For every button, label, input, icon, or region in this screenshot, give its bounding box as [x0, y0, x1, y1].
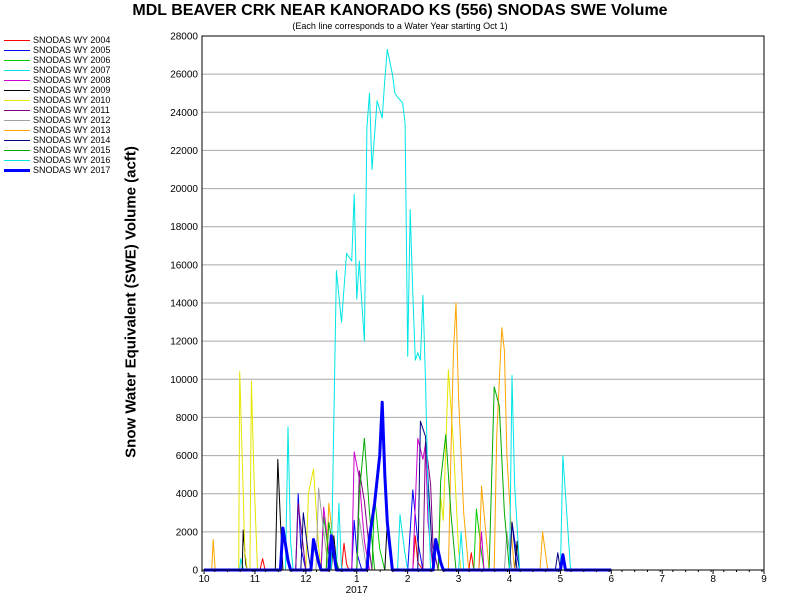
legend-label: SNODAS WY 2013	[33, 125, 111, 135]
legend-swatch	[4, 59, 30, 61]
legend-label: SNODAS WY 2008	[33, 75, 111, 85]
legend-swatch	[4, 119, 30, 121]
series-line-5	[204, 437, 764, 571]
legend-item: SNODAS WY 2011	[4, 105, 110, 115]
legend-label: SNODAS WY 2005	[33, 45, 111, 55]
legend-swatch	[4, 69, 30, 71]
x-tick-label: 3	[456, 574, 462, 585]
x-tick-label: 4	[507, 574, 513, 585]
legend-label: SNODAS WY 2014	[33, 135, 111, 145]
legend-item: SNODAS WY 2016	[4, 155, 110, 165]
legend-item: SNODAS WY 2014	[4, 135, 110, 145]
chart-subtitle: (Each line corresponds to a Water Year s…	[292, 21, 508, 31]
legend-item: SNODAS WY 2013	[4, 125, 110, 135]
legend-label: SNODAS WY 2010	[33, 95, 111, 105]
legend-label: SNODAS WY 2015	[33, 145, 111, 155]
legend-swatch	[4, 89, 30, 91]
legend-swatch	[4, 149, 30, 151]
legend-swatch	[4, 99, 30, 101]
legend-item: SNODAS WY 2017	[4, 165, 110, 175]
y-tick-label: 22000	[170, 146, 198, 157]
x-tick-label: 1	[354, 574, 360, 585]
legend-swatch	[4, 49, 30, 51]
legend-swatch	[4, 168, 30, 172]
x-year-label: 2017	[346, 585, 369, 596]
legend-item: SNODAS WY 2010	[4, 95, 110, 105]
legend-label: SNODAS WY 2016	[33, 155, 111, 165]
legend-label: SNODAS WY 2012	[33, 115, 111, 125]
x-tick-label: 5	[558, 574, 564, 585]
legend-swatch	[4, 39, 30, 41]
legend-label: SNODAS WY 2017	[33, 165, 111, 175]
series-line-4	[204, 426, 764, 571]
legend-item: SNODAS WY 2015	[4, 145, 110, 155]
legend-item: SNODAS WY 2004	[4, 35, 110, 45]
legend-swatch	[4, 129, 30, 131]
x-tick-label: 8	[710, 574, 716, 585]
series-line-12	[204, 386, 764, 571]
legend-swatch	[4, 139, 30, 141]
x-tick-label: 6	[609, 574, 615, 585]
chart-legend: SNODAS WY 2004 SNODAS WY 2005 SNODAS WY 20…	[4, 35, 110, 175]
legend-label: SNODAS WY 2004	[33, 35, 111, 45]
legend-item: SNODAS WY 2007	[4, 65, 110, 75]
y-tick-label: 8000	[176, 413, 199, 424]
y-axis-label: Snow Water Equivalent (SWE) Volume (acft…	[122, 146, 140, 458]
legend-label: SNODAS WY 2011	[33, 105, 110, 115]
y-tick-label: 14000	[170, 299, 198, 310]
x-tick-label: 7	[659, 574, 665, 585]
series-line-9	[204, 487, 764, 571]
legend-item: SNODAS WY 2005	[4, 45, 110, 55]
y-tick-label: 10000	[170, 375, 198, 386]
y-tick-label: 6000	[176, 451, 199, 462]
chart-title: MDL BEAVER CRK NEAR KANORADO KS (556) SN…	[132, 2, 668, 19]
legend-item: SNODAS WY 2008	[4, 75, 110, 85]
series-line-11	[204, 420, 764, 571]
plot-border	[201, 35, 765, 571]
y-tick-label: 20000	[170, 184, 198, 195]
x-tick-label: 9	[761, 574, 767, 585]
legend-swatch	[4, 109, 30, 111]
series-line-7	[204, 369, 764, 571]
y-tick-label: 28000	[170, 32, 198, 43]
y-tick-label: 18000	[170, 222, 198, 233]
x-tick-label: 12	[300, 574, 312, 585]
y-tick-label: 24000	[170, 108, 198, 119]
y-tick-label: 4000	[176, 489, 199, 500]
x-tick-label: 2	[405, 574, 411, 585]
y-tick-label: 2000	[176, 527, 199, 538]
series-line-14	[204, 400, 612, 572]
y-tick-label: 26000	[170, 70, 198, 81]
legend-label: SNODAS WY 2006	[33, 55, 111, 65]
legend-label: SNODAS WY 2007	[33, 65, 111, 75]
y-tick-label: 0	[192, 566, 198, 577]
legend-item: SNODAS WY 2009	[4, 85, 110, 95]
series-line-13	[204, 48, 764, 571]
legend-label: SNODAS WY 2009	[33, 85, 111, 95]
legend-swatch	[4, 79, 30, 81]
legend-item: SNODAS WY 2006	[4, 55, 110, 65]
x-tick-label: 11	[250, 574, 261, 585]
y-tick-label: 12000	[170, 337, 198, 348]
series-line-8	[204, 441, 764, 571]
legend-swatch	[4, 159, 30, 161]
legend-item: SNODAS WY 2012	[4, 115, 110, 125]
x-tick-label: 10	[198, 574, 210, 585]
y-tick-label: 16000	[170, 260, 198, 271]
